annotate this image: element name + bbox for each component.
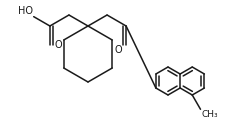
Text: O: O	[114, 45, 122, 55]
Text: CH₃: CH₃	[201, 110, 218, 119]
Text: O: O	[54, 40, 62, 50]
Text: HO: HO	[18, 6, 33, 16]
